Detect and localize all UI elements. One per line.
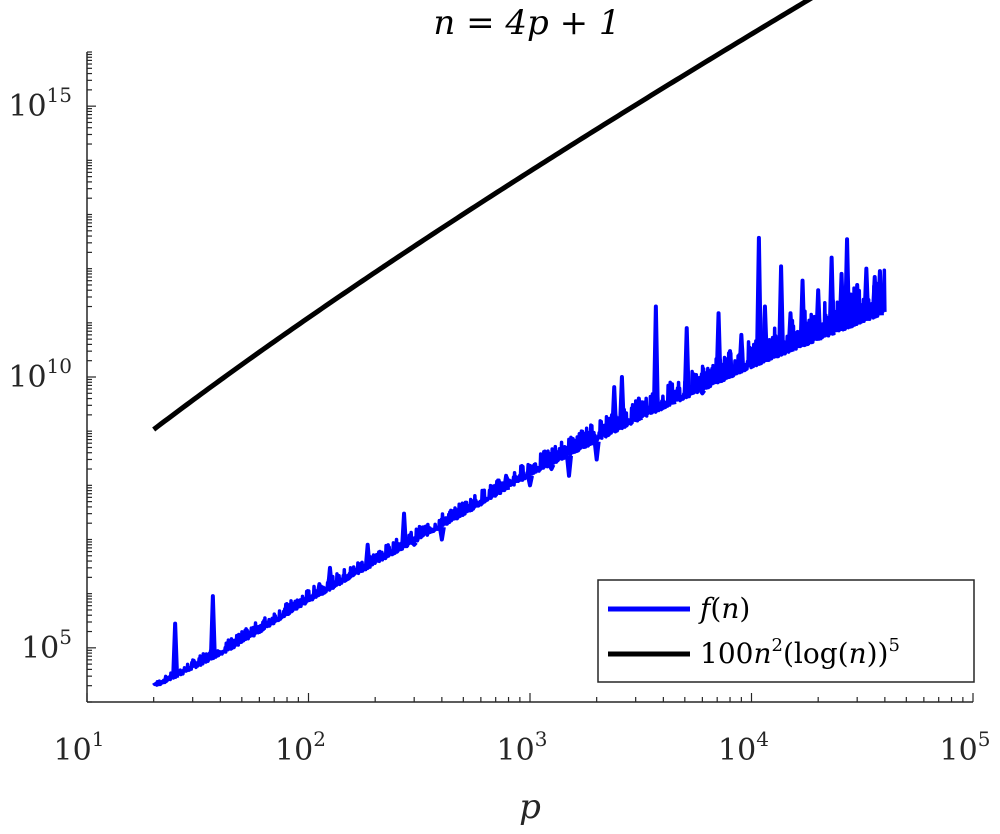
legend-f-close: ): [739, 592, 750, 625]
x-tick-label: 104: [718, 727, 769, 768]
series-f-spike: [610, 385, 619, 433]
legend-bound-coef: 100: [700, 637, 753, 670]
x-tick-base: 10: [54, 733, 92, 768]
x-tick-label: 103: [497, 727, 548, 768]
series-f-spike: [798, 278, 807, 347]
series-f-spike: [843, 237, 852, 329]
legend-bound-open2: (: [838, 637, 849, 670]
series-f-spike: [208, 594, 217, 659]
series-f-spike: [714, 311, 723, 383]
y-tick-label: 105: [21, 625, 72, 666]
y-tick-exp: 10: [47, 354, 72, 378]
x-tick-exp: 1: [92, 727, 105, 751]
x-tick-base: 10: [497, 733, 535, 768]
legend-label-bound: 100n2(log(n))5: [700, 635, 900, 670]
series-f-spike: [875, 269, 884, 316]
series-f-spike: [363, 542, 372, 569]
legend-bound-var: n: [753, 637, 771, 670]
series-f-spike: [634, 396, 643, 421]
legend-bound-pow: 5: [888, 635, 899, 656]
x-tick-labels: 101 102 103 104 105: [54, 727, 991, 768]
series-f-spike: [853, 282, 862, 325]
y-tick-base: 10: [8, 89, 46, 124]
series-f-spike: [617, 375, 626, 429]
legend-bound-var2: n: [849, 637, 867, 670]
y-tick-exp: 5: [59, 625, 72, 649]
series-f-spike: [814, 288, 823, 341]
x-tick-label: 101: [54, 727, 105, 768]
x-axis-label: p: [519, 787, 541, 827]
legend-f-arg: n: [721, 592, 739, 625]
series-f-spike: [325, 565, 334, 591]
series-f-spike: [827, 255, 836, 335]
series-f-spike: [737, 332, 746, 373]
series-f-spike: [315, 582, 324, 597]
series-f-spike: [565, 455, 573, 478]
series-f-spike: [477, 499, 485, 506]
series-f-spike: [682, 326, 691, 398]
series-f-spike: [870, 275, 879, 318]
x-tick-base: 10: [718, 733, 756, 768]
series-f-spike: [726, 349, 735, 378]
y-tick-exp: 15: [47, 83, 72, 107]
legend: f(n) 100n2(log(n))5: [597, 579, 975, 683]
y-tick-base: 10: [8, 360, 46, 395]
series-f-spike: [410, 541, 418, 547]
y-tick-base: 10: [21, 631, 59, 666]
plot-axes: [86, 51, 974, 703]
series-line-bound: [152, 0, 814, 432]
series-f-spike: [171, 621, 180, 678]
y-tick-label: 1015: [8, 83, 72, 124]
legend-label-f: f(n): [698, 592, 750, 625]
legend-bound-open: (: [783, 637, 794, 670]
series-f-spike: [526, 475, 534, 488]
chart-title: n = 4p + 1: [433, 3, 620, 43]
legend-bound-log: log: [794, 637, 838, 670]
y-tick-label: 1010: [8, 354, 72, 395]
x-tick-exp: 2: [313, 727, 326, 751]
series-f-spike: [502, 473, 511, 491]
x-tick-exp: 5: [978, 727, 991, 751]
series-f-spike: [698, 389, 707, 396]
x-tick-label: 105: [940, 727, 991, 768]
series-f-spike: [437, 526, 446, 542]
legend-bound-close: )): [867, 637, 889, 670]
x-tick-base: 10: [940, 733, 978, 768]
x-tick-exp: 4: [756, 727, 769, 751]
series-f-spike: [862, 266, 871, 321]
series-f-spike: [592, 441, 601, 462]
series-f-spike: [547, 463, 556, 472]
series-f-spike: [760, 304, 769, 363]
series-f-spike: [754, 235, 763, 365]
x-tick-label: 102: [275, 727, 326, 768]
series-f-spike: [651, 304, 660, 413]
legend-bound-sq: 2: [772, 635, 783, 656]
legend-box: [597, 579, 975, 683]
x-tick-base: 10: [275, 733, 313, 768]
series-f-spike: [400, 511, 409, 549]
x-tick-exp: 3: [535, 727, 548, 751]
series-f-spike: [837, 271, 846, 331]
series-f-spike: [668, 391, 677, 405]
series-f-spike: [777, 264, 786, 356]
series-layer: [152, 0, 887, 687]
legend-f-open: (: [710, 592, 721, 625]
series-f-spike: [786, 311, 795, 352]
